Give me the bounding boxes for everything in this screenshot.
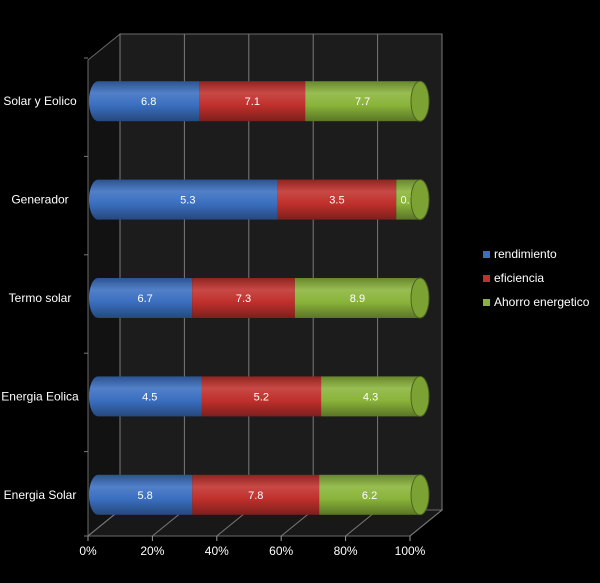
bar-cap-right	[410, 474, 430, 516]
bar-segment-ahorro-energetico	[321, 376, 420, 417]
bar-segment-eficiencia	[192, 474, 320, 515]
legend-label: Ahorro energetico	[494, 295, 590, 309]
data-label: 7.7	[355, 96, 370, 108]
bar-cap-left	[89, 179, 107, 220]
data-label: 4.3	[363, 391, 378, 403]
data-label: 7.1	[245, 96, 260, 108]
data-label: 7.3	[236, 293, 251, 305]
bars: 6.8 7.1 7.75.3 3.5 0.76.7 7.3 8.94.5 5.2 4.35.8 7…	[89, 80, 430, 516]
category-label: Energia Solar	[4, 488, 77, 502]
legend-label: rendimiento	[494, 247, 557, 261]
x-tick-label: 80%	[334, 544, 358, 558]
bar-segment-eficiencia	[277, 179, 397, 220]
legend-swatch	[483, 299, 490, 306]
bar-segment-rendimiento	[98, 278, 193, 318]
bar-cap-left	[89, 474, 107, 515]
bar-segment-eficiencia	[199, 81, 306, 122]
data-label: 7.8	[248, 490, 263, 502]
category-labels: Solar y Eolico Generador Termo solar Energi…	[1, 94, 79, 502]
bar-segment-rendimiento	[98, 81, 200, 122]
data-label: 4.5	[142, 391, 157, 403]
bar-segment-rendimiento	[98, 376, 202, 417]
bar-cap-right	[410, 80, 430, 122]
bar-segment-ahorro-energetico	[294, 278, 420, 318]
bar-cap-left	[89, 278, 107, 318]
legend-label: eficiencia	[494, 271, 544, 285]
bar-cap-right	[410, 179, 430, 221]
bar-segment-rendimiento	[98, 179, 278, 220]
x-tick-label: 40%	[205, 544, 229, 558]
x-tick-label: 20%	[140, 544, 164, 558]
bar-segment-ahorro-energetico	[319, 474, 420, 515]
bar-segment-rendimiento	[98, 474, 193, 515]
bar-segment-eficiencia	[201, 376, 322, 417]
bar-cap-left	[89, 81, 107, 122]
x-tick-label: 0%	[79, 544, 97, 558]
x-tick-label: 60%	[269, 544, 293, 558]
bar-segment-eficiencia	[192, 278, 295, 318]
category-label: Energia Eolica	[1, 389, 79, 403]
data-label: 5.3	[180, 195, 195, 207]
data-label: 5.2	[254, 391, 269, 403]
x-tick-labels: 0% 20% 40% 60% 80% 100%	[79, 544, 425, 558]
gridline-floor	[409, 509, 443, 537]
data-label: 6.2	[362, 490, 377, 502]
bar-segment-ahorro-energetico	[305, 81, 420, 122]
category-label: Generador	[11, 193, 68, 207]
legend: rendimiento eficiencia Ahorro energetico	[483, 247, 590, 309]
category-label: Termo solar	[9, 291, 72, 305]
category-label: Solar y Eolico	[3, 94, 77, 108]
legend-swatch	[483, 251, 490, 258]
bar-cap-right	[410, 277, 430, 319]
data-label: 3.5	[329, 195, 344, 207]
data-label: 6.7	[137, 293, 152, 305]
bar-cap-right	[410, 375, 430, 417]
data-label: 8.9	[350, 293, 365, 305]
bar-cap-left	[89, 376, 107, 417]
data-label: 5.8	[138, 490, 153, 502]
x-tick-label: 100%	[395, 544, 426, 558]
data-label: 6.8	[141, 96, 156, 108]
legend-swatch	[483, 275, 490, 282]
